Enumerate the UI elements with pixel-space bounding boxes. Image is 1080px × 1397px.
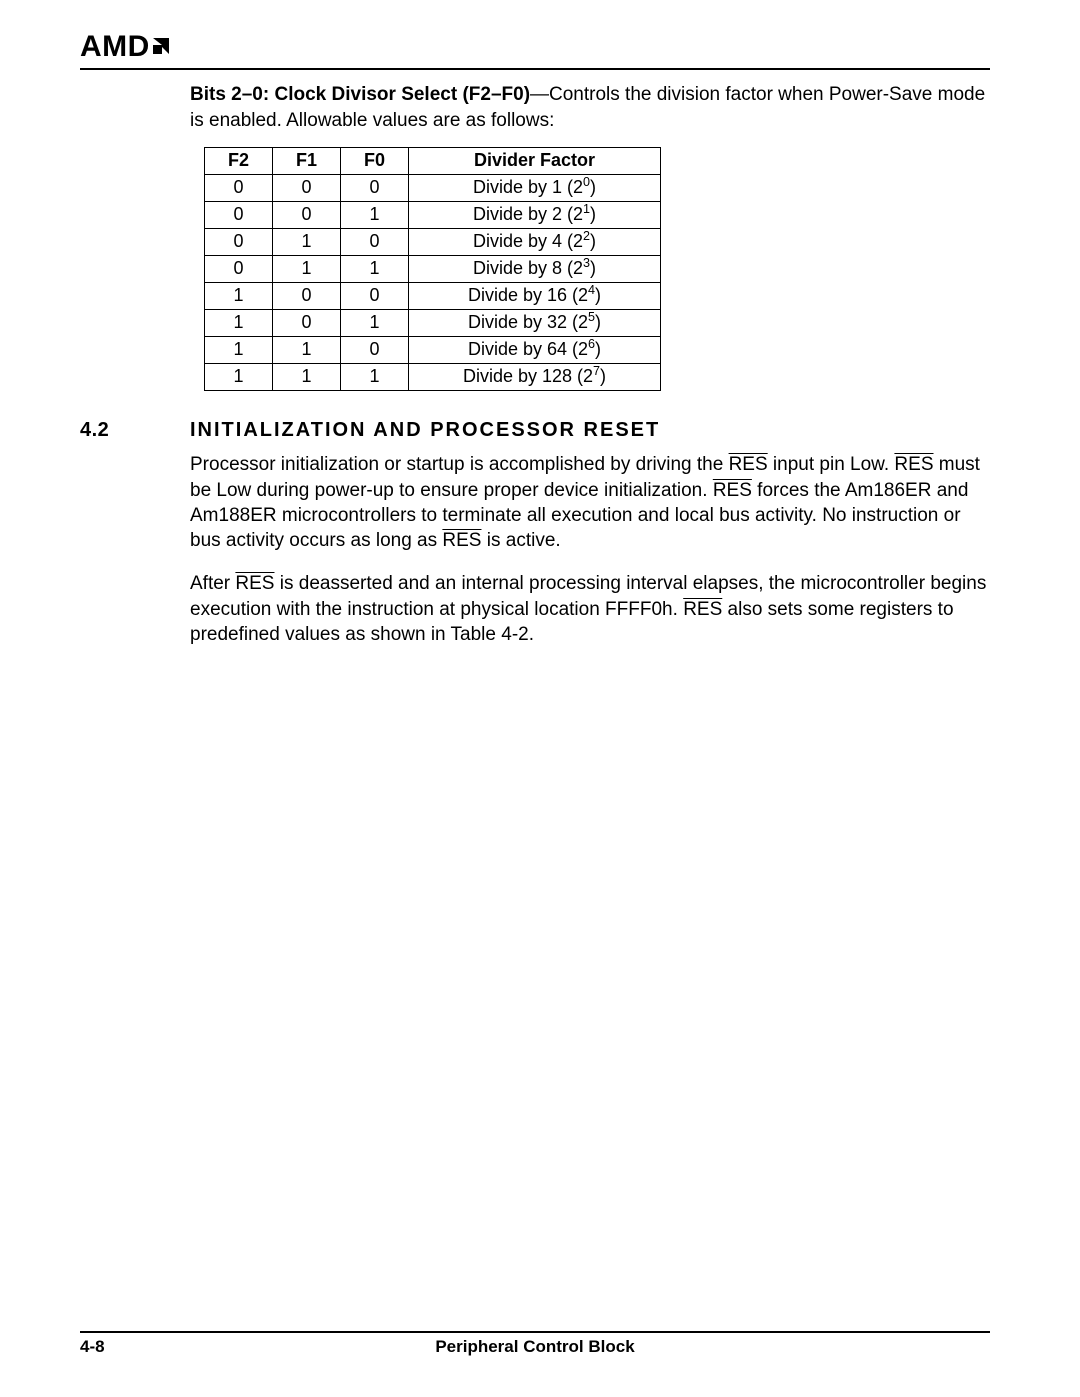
cell-f0: 0 bbox=[341, 337, 409, 364]
cell-divider-factor: Divide by 32 (25) bbox=[409, 310, 661, 337]
table-row: 000Divide by 1 (20) bbox=[205, 175, 661, 202]
bits-heading-bold: Bits 2–0: Clock Divisor Select (F2–F0) bbox=[190, 84, 530, 105]
cell-f2: 1 bbox=[205, 337, 273, 364]
cell-divider-factor: Divide by 128 (27) bbox=[409, 364, 661, 391]
cell-f0: 1 bbox=[341, 364, 409, 391]
res-signal: RES bbox=[442, 530, 481, 551]
cell-f1: 0 bbox=[273, 310, 341, 337]
cell-f0: 1 bbox=[341, 202, 409, 229]
cell-f2: 0 bbox=[205, 202, 273, 229]
amd-logo: AMD bbox=[80, 30, 990, 64]
section-body: Processor initialization or startup is a… bbox=[190, 452, 990, 647]
section-title: INITIALIZATION AND PROCESSOR RESET bbox=[190, 419, 660, 442]
table-row: 010Divide by 4 (22) bbox=[205, 229, 661, 256]
page-footer: 4-8 Peripheral Control Block bbox=[80, 1331, 990, 1357]
footer-line: 4-8 Peripheral Control Block bbox=[80, 1337, 990, 1357]
cell-f1: 0 bbox=[273, 202, 341, 229]
table-row: 100Divide by 16 (24) bbox=[205, 283, 661, 310]
cell-f1: 1 bbox=[273, 364, 341, 391]
table-body: 000Divide by 1 (20)001Divide by 2 (21)01… bbox=[205, 175, 661, 391]
col-f2: F2 bbox=[205, 148, 273, 175]
logo-text: AMD bbox=[80, 30, 150, 63]
cell-f2: 0 bbox=[205, 256, 273, 283]
res-signal: RES bbox=[683, 599, 722, 620]
footer-rule bbox=[80, 1331, 990, 1333]
table-row: 101Divide by 32 (25) bbox=[205, 310, 661, 337]
content-block: Bits 2–0: Clock Divisor Select (F2–F0)—C… bbox=[190, 82, 990, 391]
res-signal: RES bbox=[729, 454, 768, 475]
col-f1: F1 bbox=[273, 148, 341, 175]
divider-table: F2 F1 F0 Divider Factor 000Divide by 1 (… bbox=[204, 147, 661, 391]
cell-divider-factor: Divide by 64 (26) bbox=[409, 337, 661, 364]
page: AMD Bits 2–0: Clock Divisor Select (F2–F… bbox=[0, 0, 1080, 1397]
cell-divider-factor: Divide by 4 (22) bbox=[409, 229, 661, 256]
cell-f2: 1 bbox=[205, 283, 273, 310]
cell-f2: 0 bbox=[205, 229, 273, 256]
cell-divider-factor: Divide by 16 (24) bbox=[409, 283, 661, 310]
cell-f1: 0 bbox=[273, 283, 341, 310]
cell-f1: 0 bbox=[273, 175, 341, 202]
section-heading: 4.2 INITIALIZATION AND PROCESSOR RESET bbox=[80, 419, 990, 442]
cell-f2: 1 bbox=[205, 310, 273, 337]
cell-f1: 1 bbox=[273, 337, 341, 364]
cell-f1: 1 bbox=[273, 256, 341, 283]
p1-b: input pin Low. bbox=[768, 454, 895, 475]
table-row: 001Divide by 2 (21) bbox=[205, 202, 661, 229]
cell-f1: 1 bbox=[273, 229, 341, 256]
paragraph-1: Processor initialization or startup is a… bbox=[190, 452, 990, 553]
p1-e: is active. bbox=[481, 530, 560, 551]
table-row: 011Divide by 8 (23) bbox=[205, 256, 661, 283]
cell-divider-factor: Divide by 8 (23) bbox=[409, 256, 661, 283]
cell-f0: 1 bbox=[341, 310, 409, 337]
bits-description: Bits 2–0: Clock Divisor Select (F2–F0)—C… bbox=[190, 82, 990, 133]
cell-f0: 0 bbox=[341, 229, 409, 256]
footer-title: Peripheral Control Block bbox=[80, 1337, 990, 1357]
section-number: 4.2 bbox=[80, 419, 190, 442]
table-header-row: F2 F1 F0 Divider Factor bbox=[205, 148, 661, 175]
table-row: 110Divide by 64 (26) bbox=[205, 337, 661, 364]
col-f0: F0 bbox=[341, 148, 409, 175]
cell-divider-factor: Divide by 1 (20) bbox=[409, 175, 661, 202]
paragraph-2: After RES is deasserted and an internal … bbox=[190, 571, 990, 647]
cell-f2: 1 bbox=[205, 364, 273, 391]
cell-f0: 0 bbox=[341, 175, 409, 202]
top-rule bbox=[80, 68, 990, 70]
res-signal: RES bbox=[894, 454, 933, 475]
col-divider-factor: Divider Factor bbox=[409, 148, 661, 175]
p1-a: Processor initialization or startup is a… bbox=[190, 454, 729, 475]
cell-f2: 0 bbox=[205, 175, 273, 202]
cell-f0: 1 bbox=[341, 256, 409, 283]
cell-divider-factor: Divide by 2 (21) bbox=[409, 202, 661, 229]
table-row: 111Divide by 128 (27) bbox=[205, 364, 661, 391]
res-signal: RES bbox=[713, 480, 752, 501]
res-signal: RES bbox=[235, 573, 274, 594]
p2-a: After bbox=[190, 573, 235, 594]
cell-f0: 0 bbox=[341, 283, 409, 310]
logo-arrow-icon bbox=[150, 31, 172, 65]
